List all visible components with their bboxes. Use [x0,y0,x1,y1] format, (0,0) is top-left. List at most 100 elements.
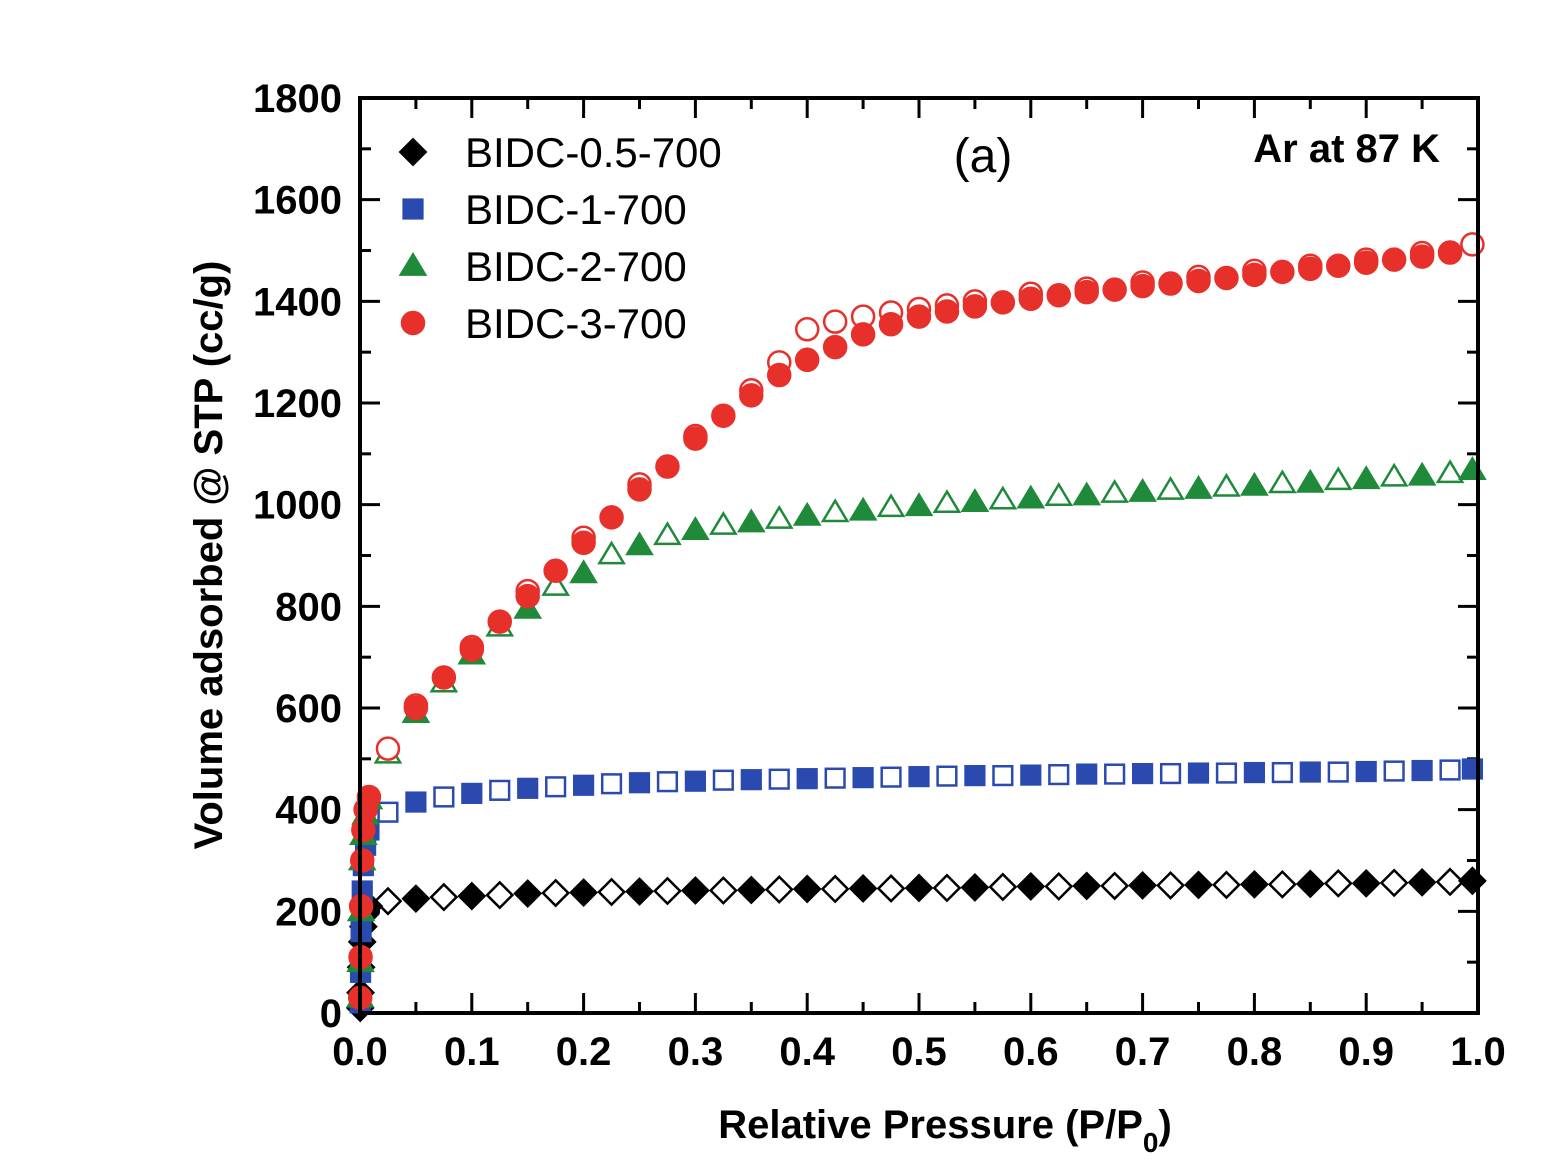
desorption-point [1212,870,1241,900]
x-tick-label: 0.4 [779,1030,835,1074]
y-tick-label: 200 [275,890,342,934]
desorption-point [656,771,679,793]
adsorption-point [1381,247,1407,272]
desorption-point [876,493,906,518]
adsorption-point [683,426,708,451]
adsorption-point [1102,277,1127,302]
desorption-point [597,540,626,565]
desorption-point [541,572,570,596]
desorption-point [1460,232,1485,257]
adsorption-point [1295,869,1325,899]
desorption-point [1268,469,1297,494]
adsorption-point [934,299,960,324]
adsorption-point [1243,761,1266,784]
desorption-point [822,309,848,334]
adsorption-point [487,609,512,634]
desorption-point [1271,761,1293,784]
adsorption-point [569,559,598,584]
desorption-point [429,882,459,912]
desorption-point [936,765,958,787]
desorption-point [1379,868,1409,898]
desorption-point [764,875,794,904]
desorption-point [1159,762,1182,785]
legend-label: BIDC-0.5-700 [465,129,722,176]
y-tick-label: 400 [275,789,342,833]
desorption-point [764,504,794,529]
legend: BIDC-0.5-700 BIDC-1-700 BIDC-2-700 BIDC-3-7… [398,129,722,347]
adsorption-point [964,765,986,787]
desorption-point [1156,870,1185,900]
adsorption-point [1016,872,1046,901]
adsorption-point [1016,484,1046,509]
y-tick-label: 600 [275,687,342,731]
desorption-point [545,776,567,798]
desorption-point [876,874,906,903]
adsorption-point [1072,481,1102,506]
desorption-point [1435,459,1465,484]
desorption-point [1100,871,1130,901]
adsorption-point [517,777,539,799]
desorption-point [1044,872,1074,901]
adsorption-point [1240,471,1269,496]
adsorption-point [1076,763,1098,785]
adsorption-point [1299,761,1321,783]
adsorption-point [1353,250,1379,275]
desorption-point [653,521,682,546]
adsorption-point [990,290,1016,315]
desorption-point [433,786,455,808]
adsorption-point [1187,762,1210,784]
desorption-point [768,768,790,790]
legend-marker [400,310,426,336]
y-tick-label: 1200 [253,382,342,426]
panel-label: (a) [954,130,1013,183]
desorption-point [600,773,623,795]
adsorption-point [457,881,487,911]
adsorption-point [1355,760,1377,783]
axis-tick-labels: 0.0 0.1 0.2 0.3 0.4 0.5 0.6 0.7 0.8 0.9 1.0 0 200 400… [253,77,1506,1074]
x-tick-label: 0.9 [1338,1030,1394,1074]
adsorption-point [681,516,710,540]
adsorption-point [767,362,792,388]
desorption-point [708,876,738,905]
adsorption-point [1072,871,1102,901]
desorption-point [1267,869,1297,899]
y-tick-label: 0 [320,992,342,1036]
adsorption-point [356,784,382,810]
adsorption-point [1270,259,1295,285]
condition-annotation: Ar at 87 K [1253,127,1440,171]
adsorption-point [349,848,375,873]
x-tick-label: 0.2 [556,1030,612,1074]
adsorption-point [1128,477,1157,502]
desorption-point [1323,466,1353,491]
plot-frame [358,96,1480,1015]
adsorption-point [794,347,820,373]
desorption-point [1383,760,1405,782]
adsorption-point [960,488,990,513]
x-axis-title-main: Relative Pressure (P/P [718,1103,1143,1147]
desorption-point [489,779,511,801]
adsorption-point [1407,867,1437,897]
desorption-point [932,489,962,514]
adsorption-point [1437,240,1463,265]
adsorption-point [878,311,904,337]
desorption-point [712,769,734,791]
adsorption-point [822,334,848,360]
adsorption-point [852,767,874,789]
adsorption-point [401,884,431,914]
legend-label: BIDC-1-700 [465,186,687,233]
adsorption-point [962,294,988,319]
adsorption-point [515,583,540,609]
adsorption-point [960,873,990,902]
adsorption-point [1186,268,1211,294]
y-tick-label: 1600 [253,179,342,223]
adsorption-point [1018,286,1044,312]
adsorption-point [848,496,878,521]
adsorption-point [739,383,764,408]
adsorption-point [1020,764,1042,786]
adsorption-point [1351,868,1381,898]
legend-marker [398,137,428,167]
data-markers [345,232,1487,1023]
x-tick-label: 0.6 [1003,1030,1059,1074]
adsorption-point [405,791,427,813]
